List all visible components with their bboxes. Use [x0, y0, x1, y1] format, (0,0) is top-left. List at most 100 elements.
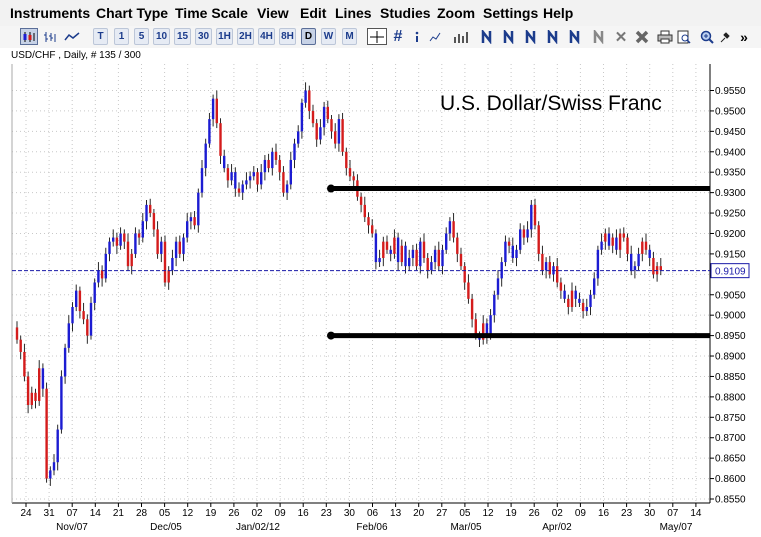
candle-body: [448, 221, 452, 234]
candle-down: [359, 192, 363, 213]
candle-down: [308, 85, 311, 120]
candle-up: [230, 164, 233, 186]
volume-icon[interactable]: [452, 28, 470, 45]
delete-icon[interactable]: [634, 28, 650, 45]
menu-view[interactable]: View: [257, 5, 289, 21]
day-tick-label: 16: [298, 508, 310, 519]
candle-body: [396, 237, 400, 263]
candle-up: [271, 147, 274, 176]
close-icon[interactable]: ✕: [614, 28, 628, 46]
candle-up: [208, 112, 211, 148]
candle-body: [126, 241, 130, 267]
timeframe-daily[interactable]: D: [301, 28, 316, 45]
candle-down: [78, 286, 82, 319]
day-tick-label: 19: [205, 508, 217, 519]
menu-instruments[interactable]: Instruments: [10, 5, 91, 21]
candle-up: [504, 235, 507, 267]
candle-up: [248, 171, 252, 189]
timeframe-1m[interactable]: 1: [114, 28, 129, 45]
candle-up: [41, 363, 45, 397]
menu-time-scale[interactable]: Time Scale: [175, 5, 248, 21]
candle-body: [641, 241, 644, 254]
zoom-icon[interactable]: [699, 28, 715, 45]
candle-body: [341, 119, 344, 152]
timeframe-15m[interactable]: 15: [174, 28, 191, 45]
candle-body: [282, 172, 285, 193]
bar-chart-icon[interactable]: [41, 28, 59, 45]
candle-body: [422, 241, 426, 258]
candle-up: [433, 245, 437, 270]
candle-body: [60, 376, 63, 430]
info-icon[interactable]: [412, 28, 422, 45]
candle-down: [415, 243, 418, 271]
timeframe-5m[interactable]: 5: [134, 28, 149, 45]
candle-up: [160, 236, 163, 263]
candle-body: [149, 204, 152, 214]
candle-up: [104, 247, 107, 283]
candle-body: [430, 262, 433, 271]
candle-body: [544, 262, 548, 271]
candle-down: [522, 225, 526, 245]
line-anchor-handle[interactable]: [327, 184, 335, 193]
timeframe-monthly[interactable]: M: [342, 28, 357, 45]
menu-lines[interactable]: Lines: [335, 5, 372, 21]
menu-studies[interactable]: Studies: [380, 5, 431, 21]
timeframe-30m[interactable]: 30: [195, 28, 212, 45]
candle-up: [89, 296, 93, 340]
grid-icon[interactable]: #: [393, 27, 403, 45]
price-tick-label: 0.8900: [715, 352, 746, 363]
candle-body: [541, 253, 544, 271]
candle-down: [356, 174, 359, 201]
candle-up: [234, 167, 237, 197]
candlestick-chart-icon[interactable]: [20, 28, 38, 45]
timeframe-weekly[interactable]: W: [321, 28, 336, 45]
pin-icon[interactable]: [718, 28, 732, 45]
candle-down: [167, 266, 170, 290]
candle-body: [493, 294, 496, 316]
candle-body: [52, 462, 56, 471]
timeframe-tick[interactable]: T: [93, 28, 108, 45]
line-anchor-handle[interactable]: [327, 331, 335, 340]
candle-down: [282, 166, 285, 197]
chart-grid: [12, 64, 710, 503]
timeframe-4h[interactable]: 4H: [258, 28, 275, 45]
timeframe-10m[interactable]: 10: [153, 28, 170, 45]
candle-down: [470, 293, 474, 328]
candle-up: [615, 229, 618, 255]
candle-up: [204, 138, 207, 177]
day-tick-label: 30: [344, 508, 356, 519]
candle-up: [593, 272, 596, 299]
candle-up: [574, 285, 577, 308]
candle-down: [34, 388, 37, 409]
menu-settings[interactable]: Settings: [483, 5, 539, 21]
candle-body: [315, 123, 318, 140]
print-preview-icon[interactable]: [676, 28, 692, 45]
line-chart-icon[interactable]: [63, 28, 81, 45]
menu-help[interactable]: Help: [543, 5, 574, 21]
candle-down: [278, 155, 281, 181]
timeframe-2h[interactable]: 2H: [237, 28, 254, 45]
menu-chart-type[interactable]: Chart Type: [96, 5, 169, 21]
candle-down: [219, 118, 222, 165]
erase-line-icon[interactable]: [592, 28, 608, 45]
crosshair-icon[interactable]: [367, 28, 387, 45]
indicator-icon[interactable]: [428, 28, 442, 45]
print-icon[interactable]: [656, 28, 674, 45]
candle-up: [285, 180, 289, 200]
candle-body: [289, 159, 292, 185]
more-icon[interactable]: »: [740, 28, 748, 45]
candle-up: [93, 278, 96, 311]
candle-up: [67, 315, 70, 353]
day-tick-label: 12: [182, 508, 194, 519]
candle-down: [352, 171, 355, 189]
timeframe-1h[interactable]: 1H: [216, 28, 233, 45]
draw-line-icon[interactable]: [480, 28, 584, 45]
menu-zoom[interactable]: Zoom: [437, 5, 476, 21]
candle-down: [226, 164, 230, 188]
candle-body: [352, 176, 355, 181]
candle-down: [123, 229, 126, 249]
candle-body: [248, 176, 252, 181]
timeframe-8h[interactable]: 8H: [279, 28, 296, 45]
menu-edit[interactable]: Edit: [300, 5, 327, 21]
